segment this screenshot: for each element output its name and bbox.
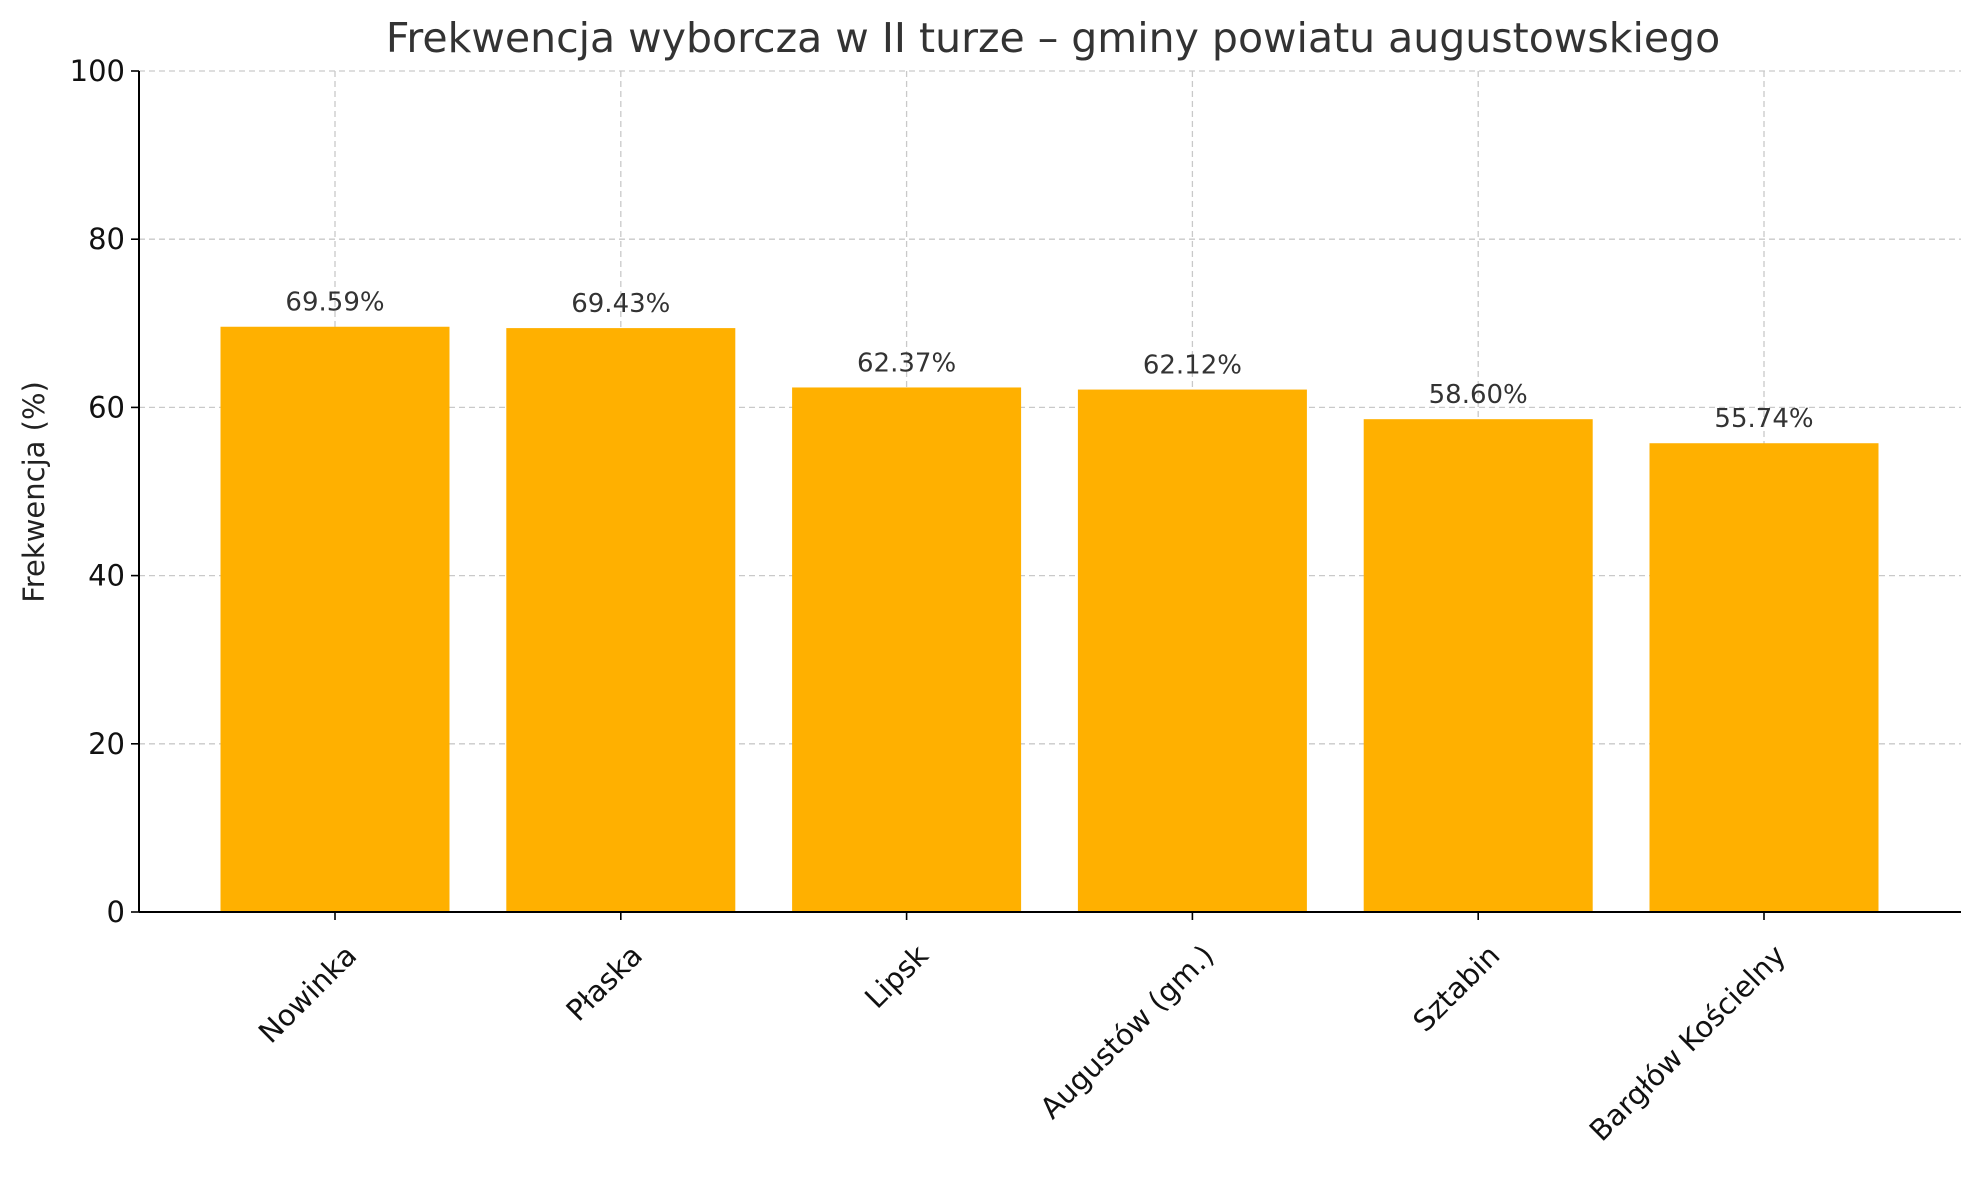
y-tick-label: 60: [88, 390, 125, 424]
x-tick-label: Sztabin: [1406, 938, 1506, 1038]
axes: [138, 71, 1961, 913]
x-axis-ticks: Nowinka Płaska Lipsk Augustów (gm.) Sztabin B…: [252, 912, 1792, 1148]
bar: [220, 326, 450, 912]
y-tick-label: 20: [88, 727, 125, 761]
bar: [506, 328, 736, 912]
y-axis-ticks: 0 20 40 60 80 100: [70, 54, 139, 929]
bar: [792, 387, 1022, 913]
data-labels: 69.59% 69.43% 62.37% 62.12% 58.60% 55.74%: [285, 288, 1813, 434]
x-tick-label: Bargłów Kościelny: [1583, 938, 1793, 1148]
data-label: 69.59%: [285, 288, 384, 318]
data-label: 55.74%: [1714, 404, 1813, 434]
data-label: 62.37%: [857, 348, 956, 378]
chart-title: Frekwencja wyborcza w II turze – gminy p…: [386, 14, 1720, 62]
y-tick-label: 80: [88, 222, 125, 256]
x-tick-label: Płaska: [559, 938, 649, 1028]
y-tick-label: 40: [88, 559, 125, 593]
y-axis-label: Frekwencja (%): [17, 381, 51, 603]
y-tick-label: 100: [70, 54, 125, 88]
bar: [1363, 419, 1593, 912]
bar: [1649, 443, 1879, 912]
x-tick-label: Augustów (gm.): [1033, 938, 1220, 1125]
x-tick-label: Nowinka: [252, 938, 363, 1049]
data-label: 69.43%: [571, 289, 670, 319]
data-label: 62.12%: [1143, 351, 1242, 381]
bar: [1077, 389, 1307, 912]
data-label: 58.60%: [1429, 380, 1528, 410]
x-tick-label: Lipsk: [858, 938, 935, 1015]
bars: [220, 326, 1879, 913]
y-tick-label: 0: [107, 895, 125, 929]
